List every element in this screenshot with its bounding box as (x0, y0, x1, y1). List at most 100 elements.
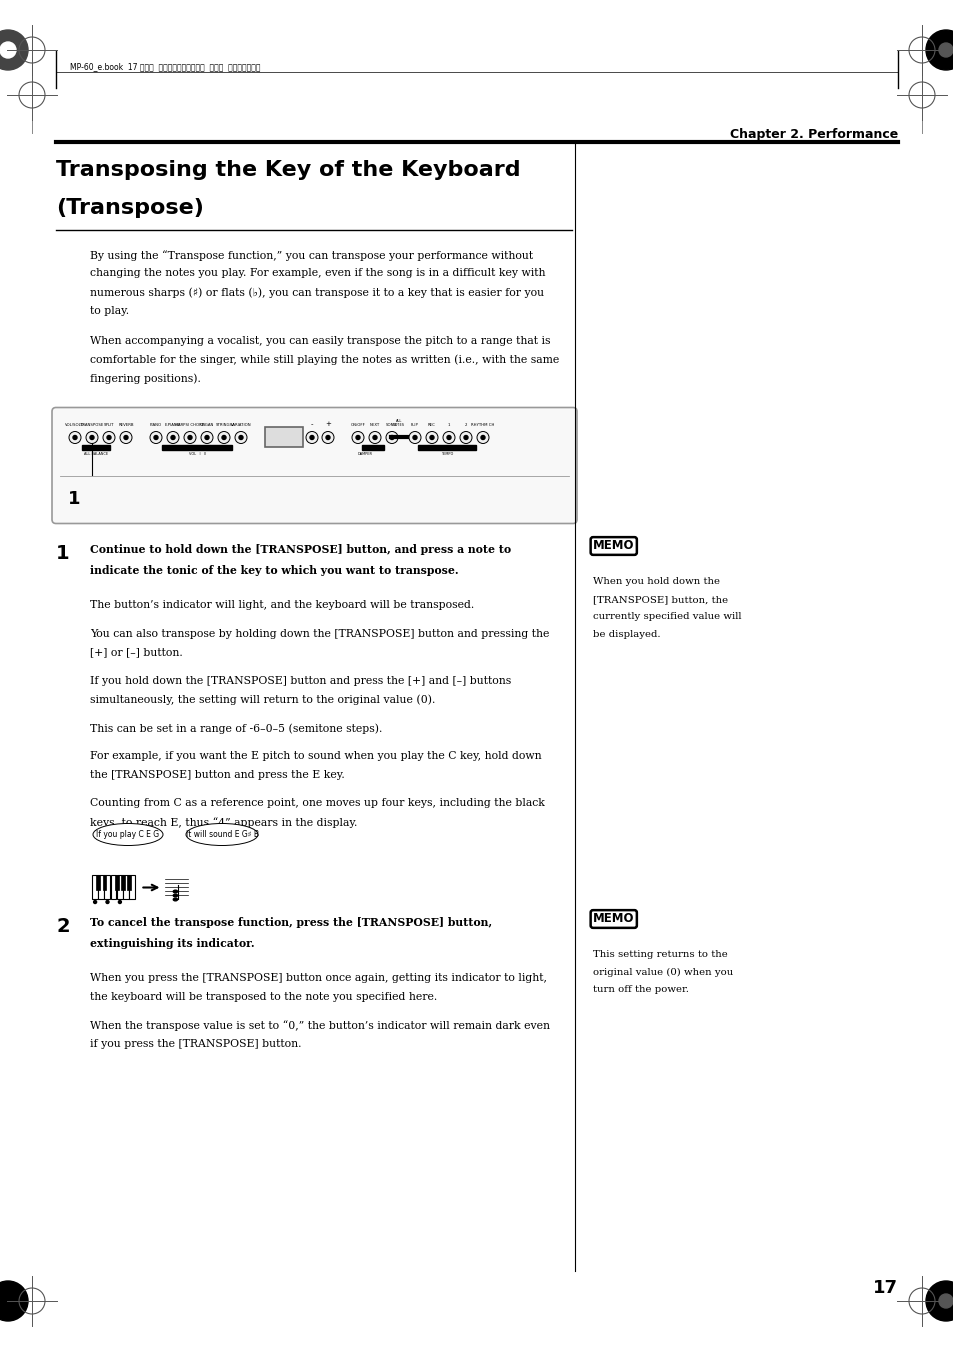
Bar (127, 875, 131, 890)
Ellipse shape (173, 898, 177, 901)
Circle shape (459, 431, 472, 443)
Circle shape (373, 435, 376, 439)
Circle shape (369, 431, 380, 443)
Text: This can be set in a range of -6–0–5 (semitone steps).: This can be set in a range of -6–0–5 (se… (90, 723, 382, 734)
Text: indicate the tonic of the key to which you want to transpose.: indicate the tonic of the key to which y… (90, 565, 458, 576)
Text: fingering positions).: fingering positions). (90, 373, 201, 384)
Text: TRANSPOSE: TRANSPOSE (80, 423, 104, 427)
Circle shape (118, 901, 121, 904)
Circle shape (86, 431, 98, 443)
Text: 1: 1 (447, 423, 450, 427)
Circle shape (413, 435, 416, 439)
Text: to play.: to play. (90, 305, 129, 316)
Circle shape (310, 435, 314, 439)
Text: the keyboard will be transposed to the note you specified here.: the keyboard will be transposed to the n… (90, 992, 436, 1002)
Text: When accompanying a vocalist, you can easily transpose the pitch to a range that: When accompanying a vocalist, you can ea… (90, 336, 550, 346)
Circle shape (925, 30, 953, 70)
Bar (123, 875, 129, 900)
Circle shape (447, 435, 451, 439)
Text: comfortable for the singer, while still playing the notes as written (i.e., with: comfortable for the singer, while still … (90, 354, 558, 365)
Circle shape (69, 431, 81, 443)
Circle shape (93, 901, 96, 904)
Text: DAMPER: DAMPER (357, 453, 372, 457)
Text: changing the notes you play. For example, even if the song is in a difficult key: changing the notes you play. For example… (90, 269, 545, 278)
Text: [+] or [–] button.: [+] or [–] button. (90, 647, 183, 658)
Circle shape (442, 431, 455, 443)
Circle shape (171, 435, 174, 439)
Text: For example, if you want the E pitch to sound when you play the C key, hold down: For example, if you want the E pitch to … (90, 751, 541, 762)
Text: MEMO: MEMO (593, 539, 634, 553)
Text: Transposing the Key of the Keyboard: Transposing the Key of the Keyboard (56, 159, 520, 180)
Text: Counting from C as a reference point, one moves up four keys, including the blac: Counting from C as a reference point, on… (90, 798, 544, 808)
Text: TEMPO: TEMPO (440, 453, 453, 457)
Text: PIANO: PIANO (150, 423, 162, 427)
Bar (104, 875, 111, 900)
FancyBboxPatch shape (52, 408, 577, 523)
Text: NEXT: NEXT (370, 423, 379, 427)
Bar (114, 875, 118, 890)
Circle shape (222, 435, 226, 439)
Circle shape (153, 435, 158, 439)
Text: ORGAN: ORGAN (199, 423, 214, 427)
Text: extinguishing its indicator.: extinguishing its indicator. (90, 938, 254, 948)
Text: This setting returns to the: This setting returns to the (593, 951, 727, 959)
Bar (91, 875, 98, 900)
Circle shape (107, 435, 111, 439)
Text: 17: 17 (872, 1279, 897, 1297)
Text: When you hold down the: When you hold down the (593, 577, 720, 586)
Circle shape (218, 431, 230, 443)
Circle shape (480, 435, 484, 439)
Circle shape (201, 431, 213, 443)
Text: currently specified value will: currently specified value will (593, 612, 740, 621)
Text: the [TRANSPOSE] button and press the E key.: the [TRANSPOSE] button and press the E k… (90, 770, 344, 780)
Bar (129, 875, 135, 900)
Circle shape (124, 435, 128, 439)
Text: MP-60_e.book  17 ページ  ２００５年３月２３日  水曜日  午後５時５２分: MP-60_e.book 17 ページ ２００５年３月２３日 水曜日 午後５時５… (70, 62, 260, 72)
Circle shape (463, 435, 468, 439)
Text: When the transpose value is set to “0,” the button’s indicator will remain dark : When the transpose value is set to “0,” … (90, 1020, 550, 1031)
Bar (111, 875, 116, 900)
Circle shape (239, 435, 243, 439)
Text: +: + (325, 422, 331, 427)
Text: If you hold down the [TRANSPOSE] button and press the [+] and [–] buttons: If you hold down the [TRANSPOSE] button … (90, 676, 511, 686)
Bar (265, 427, 303, 447)
Text: VARIATION: VARIATION (231, 423, 251, 427)
Text: -: - (311, 422, 313, 427)
Bar (102, 875, 106, 890)
Text: It will sound E G♯ B: It will sound E G♯ B (185, 830, 258, 839)
Circle shape (103, 431, 115, 443)
Circle shape (352, 431, 364, 443)
Text: be displayed.: be displayed. (593, 630, 659, 639)
Circle shape (205, 435, 209, 439)
Text: if you press the [TRANSPOSE] button.: if you press the [TRANSPOSE] button. (90, 1039, 301, 1048)
Circle shape (150, 431, 162, 443)
Circle shape (938, 43, 952, 57)
Circle shape (390, 435, 394, 439)
Circle shape (409, 431, 420, 443)
Circle shape (184, 431, 195, 443)
Text: 2: 2 (464, 423, 467, 427)
Circle shape (0, 1281, 28, 1321)
Text: ALL
NOTES: ALL NOTES (393, 419, 405, 427)
Bar (98, 875, 104, 900)
Circle shape (322, 431, 334, 443)
Text: REC: REC (428, 423, 436, 427)
Bar (121, 875, 125, 890)
Circle shape (106, 901, 109, 904)
Circle shape (938, 1294, 952, 1308)
Ellipse shape (92, 824, 163, 846)
Circle shape (476, 431, 489, 443)
Text: STRINGS: STRINGS (215, 423, 233, 427)
Circle shape (355, 435, 359, 439)
Circle shape (326, 435, 330, 439)
Text: To cancel the transpose function, press the [TRANSPOSE] button,: To cancel the transpose function, press … (90, 917, 492, 928)
Text: The button’s indicator will light, and the keyboard will be transposed.: The button’s indicator will light, and t… (90, 600, 474, 611)
Circle shape (306, 431, 317, 443)
Text: HARPSI CHORD: HARPSI CHORD (175, 423, 205, 427)
Text: simultaneously, the setting will return to the original value (0).: simultaneously, the setting will return … (90, 694, 435, 705)
Circle shape (167, 431, 179, 443)
Circle shape (386, 431, 397, 443)
Text: original value (0) when you: original value (0) when you (593, 969, 733, 977)
Circle shape (426, 431, 437, 443)
Circle shape (0, 30, 28, 70)
